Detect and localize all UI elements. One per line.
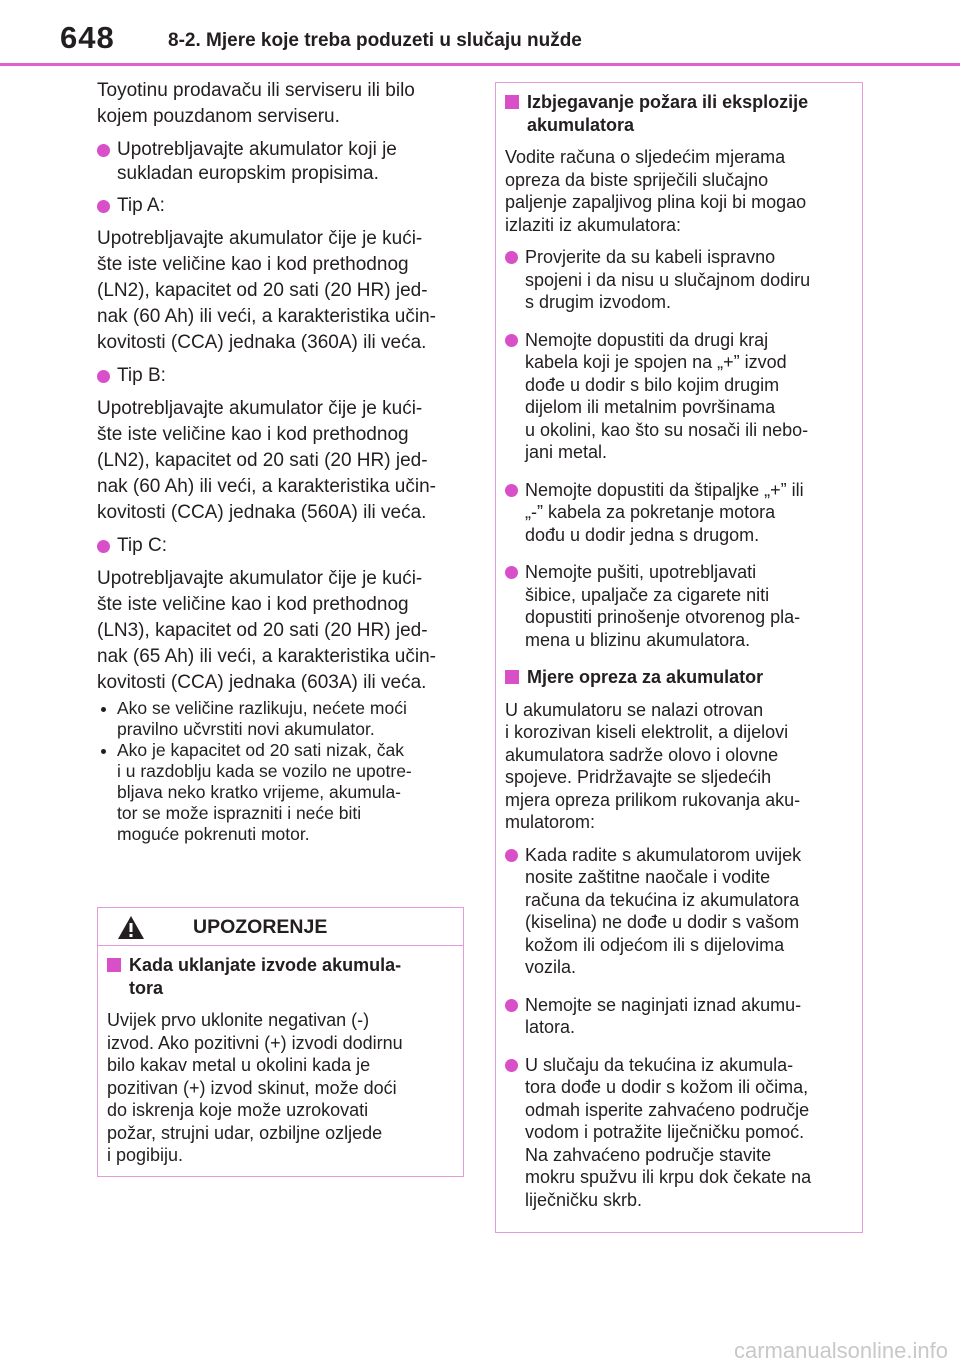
- bullet: Tip C:: [97, 534, 472, 558]
- bullet: Nemojte se naginjati iznad akumu- latora…: [505, 994, 853, 1039]
- note: Ako se veličine razlikuju, nećete moći p…: [97, 698, 472, 740]
- header-rule: [0, 63, 960, 66]
- left-column: Toyotinu prodavaču ili serviseru ili bil…: [97, 78, 472, 845]
- bullet: Nemojte pušiti, upotrebljavati šibice, u…: [505, 561, 853, 651]
- bullet: Kada radite s akumulatorom uvijek nosite…: [505, 844, 853, 979]
- watermark: carmanualsonline.info: [733, 1338, 948, 1363]
- bullet: Provjerite da su kabeli ispravno spojeni…: [505, 246, 853, 314]
- bullet: Tip A:: [97, 194, 472, 218]
- bullet: Nemojte dopustiti da štipaljke „+” ili „…: [505, 479, 853, 547]
- bullet: Tip B:: [97, 364, 472, 388]
- paragraph: U akumulatoru se nalazi otrovan i korozi…: [505, 699, 801, 833]
- heading: Mjere opreza za akumulator: [505, 666, 853, 689]
- warning-box: UPOZORENJE Kada uklanjate izvode akumula…: [97, 907, 464, 1177]
- paragraph: Upotrebljavajte akumulator čije je kući-…: [97, 568, 436, 693]
- warning-icon: [118, 916, 144, 939]
- heading: Kada uklanjate izvode akumula- tora: [107, 954, 454, 999]
- info-content: Izbjegavanje požara ili eksplozije akumu…: [496, 83, 862, 1234]
- paragraph: Toyotinu prodavaču ili serviseru ili bil…: [97, 80, 415, 127]
- bullet: Nemojte dopustiti da drugi kraj kabela k…: [505, 329, 853, 464]
- warning-header: UPOZORENJE: [98, 908, 463, 946]
- bullet: U slučaju da tekućina iz akumula- tora d…: [505, 1054, 853, 1212]
- heading: Izbjegavanje požara ili eksplozije akumu…: [505, 91, 853, 136]
- warning-title: UPOZORENJE: [193, 916, 328, 938]
- paragraph: Upotrebljavajte akumulator čije je kući-…: [97, 228, 436, 353]
- paragraph: Upotrebljavajte akumulator čije je kući-…: [97, 398, 436, 523]
- info-box: Izbjegavanje požara ili eksplozije akumu…: [495, 82, 863, 1233]
- section-title: 8-2. Mjere koje treba poduzeti u slučaju…: [168, 30, 582, 51]
- page-number: 648: [60, 20, 115, 55]
- paragraph: Uvijek prvo uklonite negativan (-) izvod…: [107, 1010, 403, 1165]
- paragraph: Vodite računa o sljedećim mjerama opreza…: [505, 147, 807, 235]
- warning-content: Kada uklanjate izvode akumula- tora Uvij…: [98, 946, 463, 1185]
- bullet: Upotrebljavajte akumulator koji je sukla…: [97, 138, 472, 186]
- note: Ako je kapacitet od 20 sati nizak, čak i…: [97, 740, 472, 845]
